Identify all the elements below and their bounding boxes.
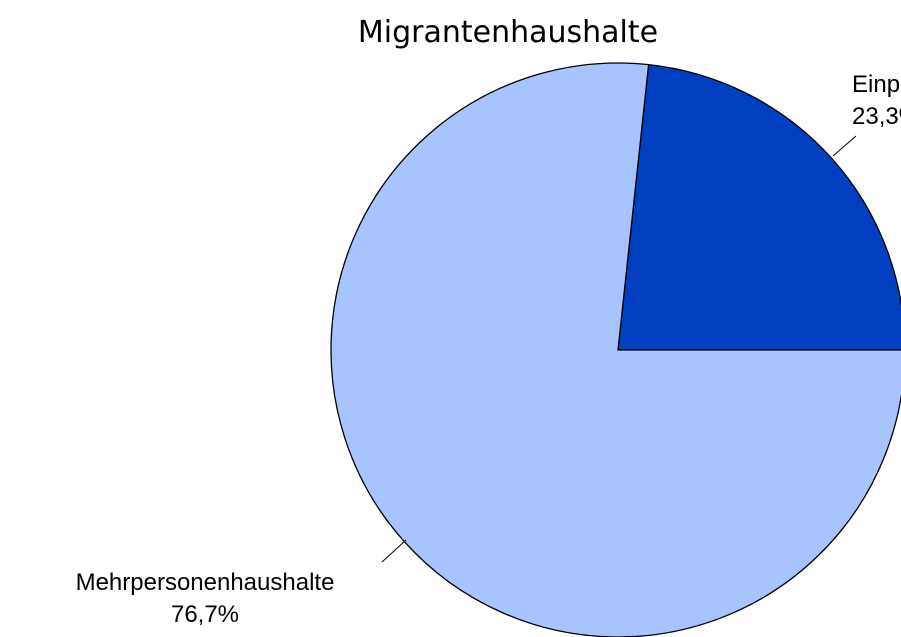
slice-label: Mehrpersonenhaushalte	[76, 569, 335, 596]
leader-line	[381, 539, 407, 563]
leader-line	[832, 135, 857, 157]
slice-value-label: 76,7%	[171, 601, 239, 628]
slice-label: Einpersonenhaushalte	[852, 71, 901, 98]
pie-slice	[617, 63, 901, 351]
slice-value-label: 23,3%	[852, 103, 901, 130]
chart-title: Migrantenhaushalte	[358, 15, 658, 50]
pie	[330, 62, 901, 637]
